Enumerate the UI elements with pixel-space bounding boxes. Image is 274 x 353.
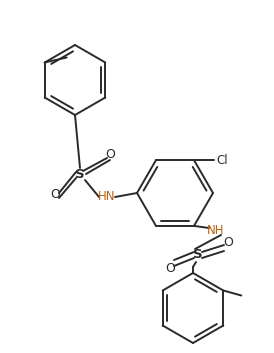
- Text: Cl: Cl: [216, 154, 228, 167]
- Text: O: O: [223, 235, 233, 249]
- Text: O: O: [50, 189, 60, 202]
- Text: O: O: [105, 149, 115, 162]
- Text: NH: NH: [207, 223, 225, 237]
- Text: HN: HN: [98, 191, 116, 203]
- Text: S: S: [75, 168, 85, 181]
- Text: O: O: [165, 262, 175, 275]
- Text: S: S: [193, 249, 203, 262]
